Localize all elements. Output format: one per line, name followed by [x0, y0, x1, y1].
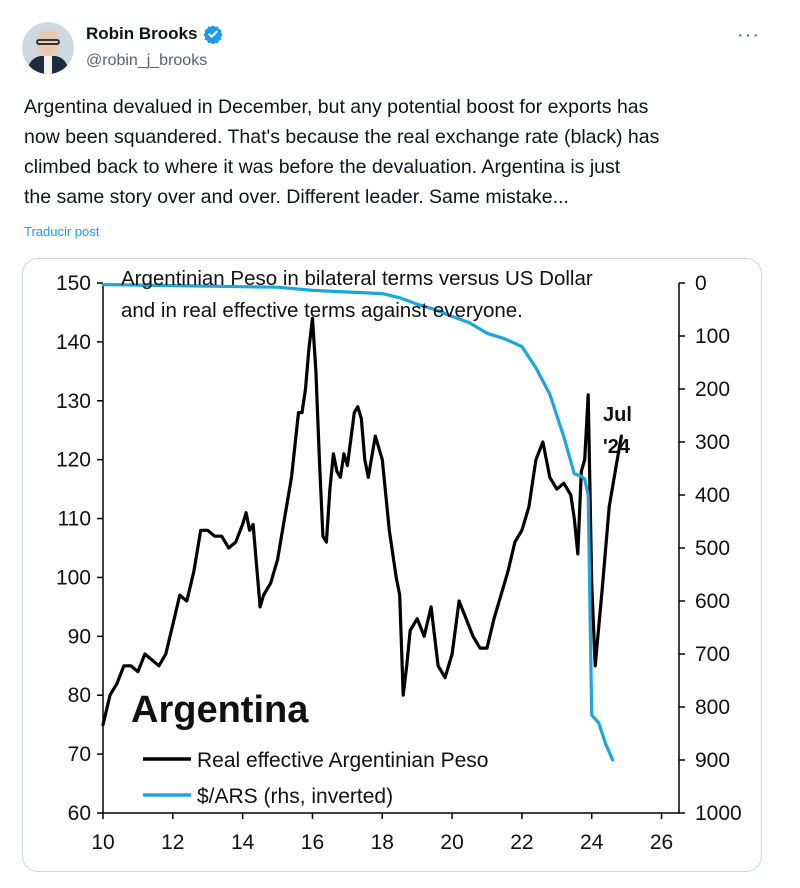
avatar-shirt — [44, 56, 52, 74]
tweet-line: Argentina devalued in December, but any … — [24, 96, 649, 118]
y-right-tick-label: 700 — [695, 643, 730, 666]
avatar-glasses — [36, 39, 60, 45]
y-right-tick-label: 200 — [695, 378, 730, 401]
y-right-tick-label: 400 — [695, 484, 730, 507]
chart-title-line: and in real effective terms against ever… — [121, 299, 523, 322]
y-right-tick-label: 300 — [695, 431, 730, 454]
legend-label-real: Real effective Argentinian Peso — [197, 749, 488, 772]
axes-layer: 1501401301201101009080706001002003004005… — [56, 272, 742, 854]
y-left-tick-label: 60 — [68, 802, 91, 825]
y-left-tick-label: 110 — [58, 508, 91, 531]
author-row: Robin Brooks — [86, 24, 224, 44]
y-right-tick-label: 800 — [695, 696, 730, 719]
y-right-tick-label: 900 — [695, 749, 730, 772]
tweet-line: the same story over and over. Different … — [24, 186, 569, 208]
legend-label-usd: $/ARS (rhs, inverted) — [197, 785, 393, 808]
series-line-real-effective — [101, 316, 623, 727]
author-handle[interactable]: @robin_j_brooks — [86, 52, 208, 69]
y-right-tick-label: 600 — [695, 590, 730, 613]
y-left-tick-label: 90 — [68, 625, 91, 648]
translate-post-link[interactable]: Traducir post — [24, 224, 100, 239]
y-right-tick-label: 0 — [695, 272, 707, 295]
author-name[interactable]: Robin Brooks — [86, 24, 198, 43]
x-tick-label: 26 — [650, 831, 673, 854]
x-tick-label: 20 — [440, 831, 463, 854]
tweet-media-chart[interactable]: 150 140 130 120 110 100 90 80 70 60 0 100 200 300 400 5… — [22, 258, 762, 872]
y-left-tick-label: 140 — [56, 331, 91, 354]
x-tick-label: 16 — [301, 831, 324, 854]
x-tick-label: 14 — [231, 831, 255, 854]
chart-annotation-line: Jul — [603, 404, 632, 426]
tweet-line: now been squandered. That's because the … — [24, 126, 660, 148]
y-left-tick-label: 80 — [68, 684, 91, 707]
chart-annotation-line: '24 — [603, 436, 631, 458]
y-right-tick-label: 500 — [695, 537, 730, 560]
x-tick-label: 24 — [580, 831, 604, 854]
y-left-tick-label: 130 — [56, 390, 91, 413]
y-right-tick-label: 100 — [695, 325, 730, 348]
tweet-line: climbed back to where it was before the … — [24, 156, 621, 178]
x-tick-label: 10 — [91, 831, 114, 854]
y-left-tick-label: 70 — [68, 743, 91, 766]
text-layer: Argentinian Peso in bilateral terms vers… — [121, 267, 632, 808]
y-right-tick-label: 1000 — [695, 802, 742, 825]
y-left-tick-label: 150 — [56, 272, 91, 295]
verified-badge-icon — [203, 25, 224, 44]
tweet-text: Argentina devalued in December, but any … — [24, 92, 774, 212]
chart-svg: 1501401301201101009080706001002003004005… — [56, 267, 742, 854]
x-tick-label: 22 — [510, 831, 533, 854]
y-left-tick-label: 120 — [56, 449, 91, 472]
series-line-usd-ars — [101, 283, 615, 762]
more-options-icon[interactable]: ··· — [737, 24, 760, 46]
series-layer — [101, 283, 623, 762]
chart-title-line: Argentinian Peso in bilateral terms vers… — [121, 267, 593, 290]
y-left-tick-label: 100 — [56, 566, 91, 589]
x-tick-label: 12 — [161, 831, 184, 854]
chart-country-label: Argentina — [131, 689, 309, 731]
x-tick-label: 18 — [371, 831, 394, 854]
avatar[interactable] — [22, 22, 74, 74]
